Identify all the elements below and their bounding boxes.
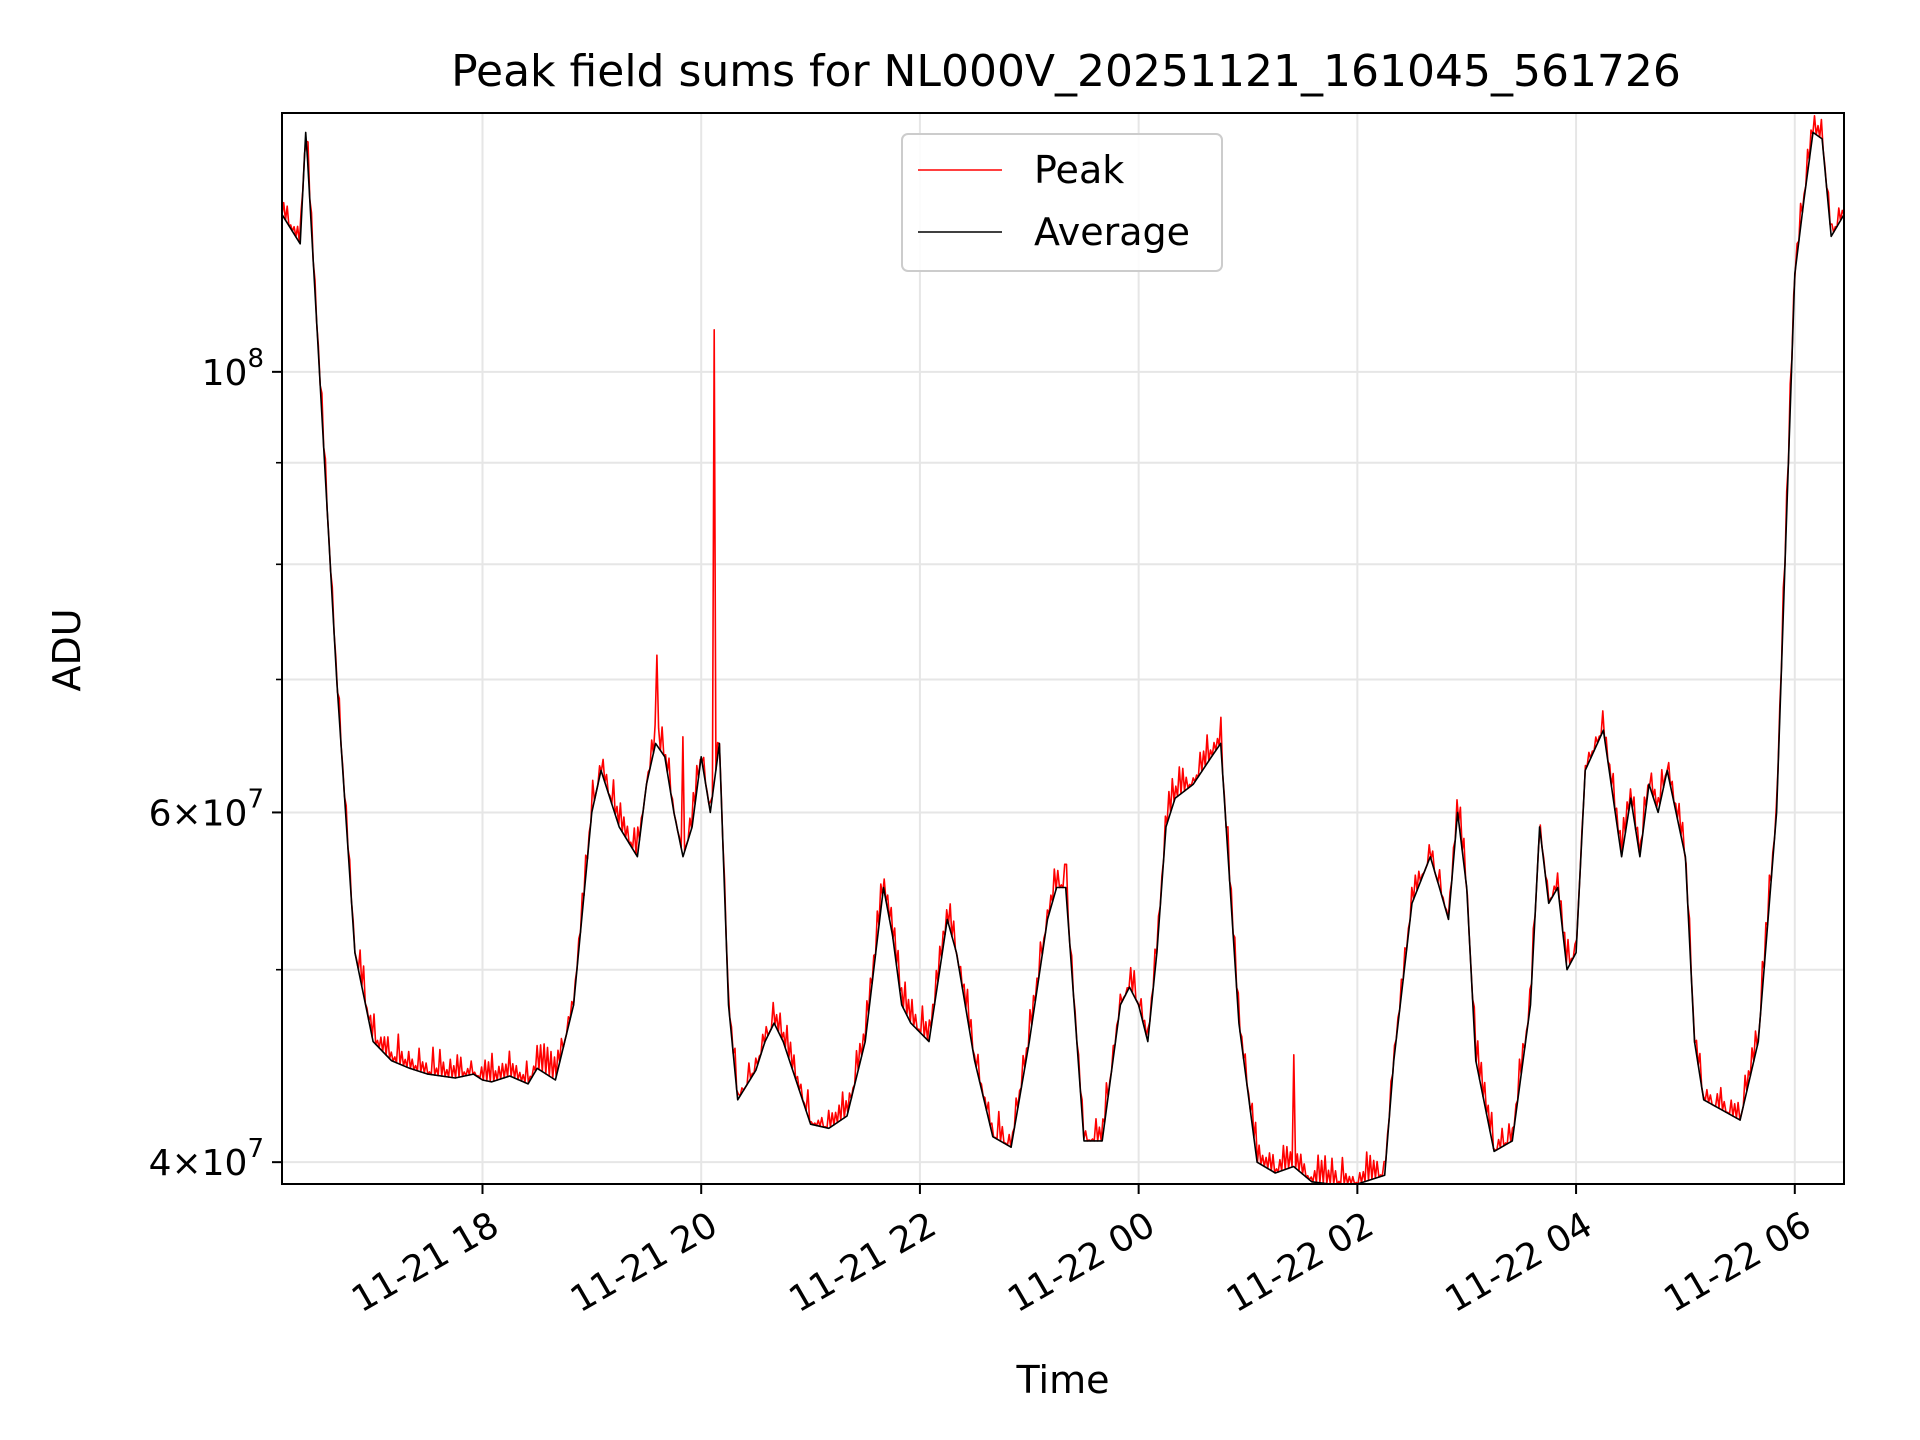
y-tick-label: 108 [202,344,264,394]
y-tick-base: 10 [202,353,248,394]
y-tick-label: 4×107 [149,1134,264,1184]
legend-box [901,133,1223,272]
y-tick-label: 6×107 [149,784,264,834]
chart-title: Peak field sums for NL000V_20251121_1610… [451,46,1681,97]
average-series-line [281,131,1845,1185]
y-tick-base: 4×10 [149,1143,248,1184]
plot-area [281,115,1845,1185]
y-axis-label: ADU [45,608,89,691]
y-tick-exponent: 8 [247,344,264,374]
y-tick-base: 6×10 [149,793,248,834]
y-tick-exponent: 7 [247,1134,264,1164]
legend: Peak Average [901,133,1223,272]
legend-average-label: Average [1034,210,1190,254]
legend-peak-label: Peak [1034,148,1124,192]
y-tick-exponent: 7 [247,784,264,814]
axes-frame [281,112,1845,1185]
x-axis-label: Time [1016,1358,1110,1402]
